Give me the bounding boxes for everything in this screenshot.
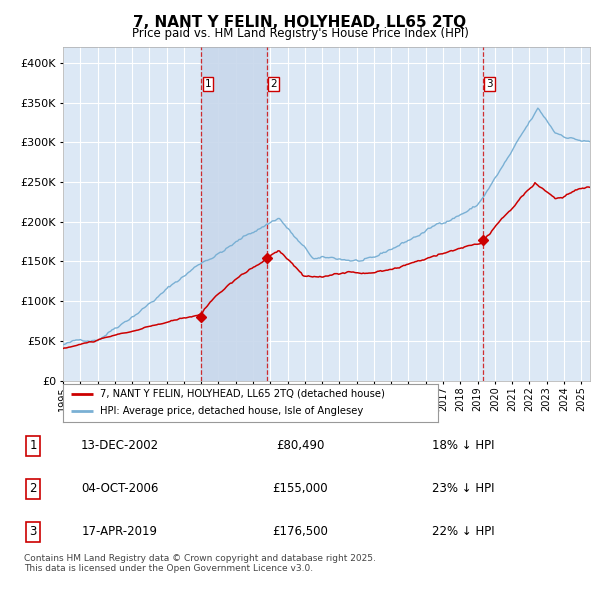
Text: 3: 3: [486, 79, 493, 89]
Bar: [201, 47, 266, 381]
Text: 7, NANT Y FELIN, HOLYHEAD, LL65 2TQ (detached house): 7, NANT Y FELIN, HOLYHEAD, LL65 2TQ (det…: [101, 389, 385, 399]
Text: 13-DEC-2002: 13-DEC-2002: [81, 439, 159, 453]
Text: 1: 1: [29, 439, 37, 453]
Text: 18% ↓ HPI: 18% ↓ HPI: [432, 439, 494, 453]
Text: £155,000: £155,000: [272, 482, 328, 496]
Text: HPI: Average price, detached house, Isle of Anglesey: HPI: Average price, detached house, Isle…: [101, 407, 364, 417]
Text: £80,490: £80,490: [276, 439, 324, 453]
Text: 2: 2: [29, 482, 37, 496]
Text: Price paid vs. HM Land Registry's House Price Index (HPI): Price paid vs. HM Land Registry's House …: [131, 27, 469, 40]
Text: Contains HM Land Registry data © Crown copyright and database right 2025.
This d: Contains HM Land Registry data © Crown c…: [24, 554, 376, 573]
Text: 22% ↓ HPI: 22% ↓ HPI: [432, 525, 494, 539]
Text: £176,500: £176,500: [272, 525, 328, 539]
Text: 3: 3: [29, 525, 37, 539]
Text: 17-APR-2019: 17-APR-2019: [82, 525, 158, 539]
Text: 04-OCT-2006: 04-OCT-2006: [82, 482, 158, 496]
Text: 7, NANT Y FELIN, HOLYHEAD, LL65 2TQ: 7, NANT Y FELIN, HOLYHEAD, LL65 2TQ: [133, 15, 467, 30]
Text: 1: 1: [205, 79, 211, 89]
Text: 23% ↓ HPI: 23% ↓ HPI: [432, 482, 494, 496]
Text: 2: 2: [270, 79, 277, 89]
